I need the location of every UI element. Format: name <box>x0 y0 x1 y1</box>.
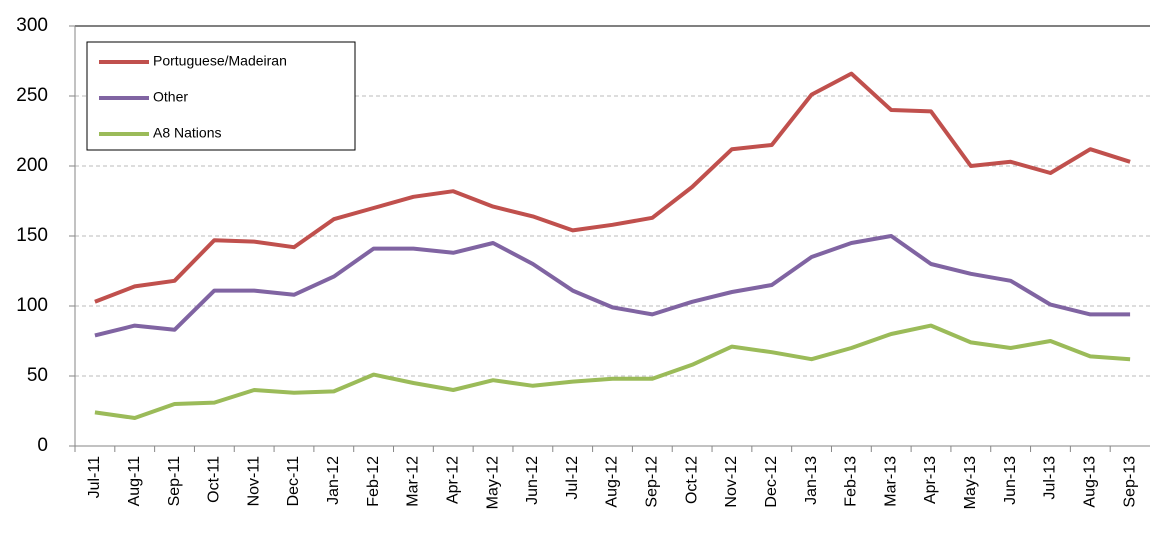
legend-label: Portuguese/Madeiran <box>153 53 287 69</box>
x-tick-label: Apr-13 <box>922 456 939 504</box>
x-tick-label: Sep-12 <box>644 456 661 508</box>
series-line <box>94 234 1131 338</box>
x-tick-label: Oct-12 <box>683 456 700 504</box>
x-tick-label: Mar-12 <box>405 456 422 507</box>
x-tick-label: Jul-13 <box>1042 456 1059 500</box>
x-tick-label: Jan-13 <box>803 456 820 505</box>
x-tick-label: Aug-11 <box>126 456 143 507</box>
x-tick-label: Aug-13 <box>1081 456 1098 508</box>
x-tick-label: Feb-13 <box>843 456 860 507</box>
y-tick-label: 50 <box>27 365 48 386</box>
x-tick-label: Mar-13 <box>882 456 899 507</box>
series-line <box>94 323 1131 420</box>
y-tick-label: 100 <box>16 295 48 316</box>
x-tick-label: Dec-12 <box>763 456 780 508</box>
y-tick-label: 200 <box>16 155 48 176</box>
y-tick-label: 150 <box>16 225 48 246</box>
x-tick-label: Oct-11 <box>206 456 223 503</box>
x-tick-label: Jul-11 <box>86 456 103 498</box>
x-tick-label: Jan-12 <box>325 456 342 505</box>
x-tick-label: Aug-12 <box>604 456 621 508</box>
y-tick-label: 250 <box>16 85 48 106</box>
x-tick-label: Jul-12 <box>564 456 581 500</box>
x-tick-label: Jun-13 <box>1002 456 1019 505</box>
x-tick-label: Sep-13 <box>1121 456 1138 508</box>
x-tick-label: Feb-12 <box>365 456 382 507</box>
x-tick-label: Jun-12 <box>524 456 541 505</box>
x-tick-label: Nov-11 <box>245 456 262 506</box>
x-tick-label: Dec-11 <box>285 456 302 506</box>
x-tick-label: Nov-12 <box>723 456 740 508</box>
y-tick-label: 300 <box>16 15 48 36</box>
x-tick-label: May-13 <box>962 456 979 509</box>
x-tick-label: May-12 <box>484 456 501 509</box>
legend-label: Other <box>153 89 188 105</box>
x-tick-label: Apr-12 <box>444 456 461 504</box>
series-line <box>94 71 1131 304</box>
legend-label: A8 Nations <box>153 125 221 141</box>
y-tick-label: 0 <box>37 435 48 456</box>
x-tick-label: Sep-11 <box>166 456 183 507</box>
